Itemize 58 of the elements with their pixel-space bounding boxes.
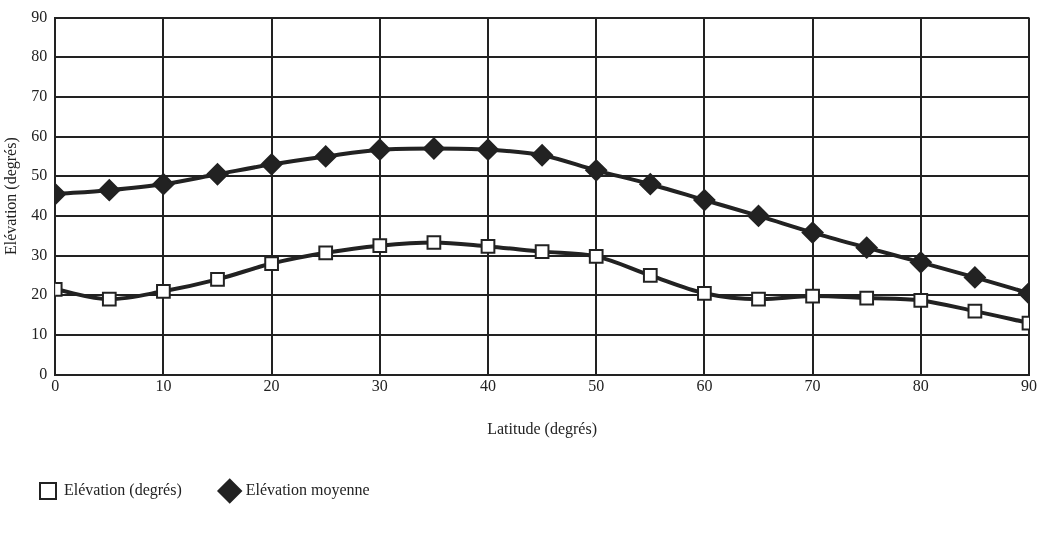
x-tick-label: 70 xyxy=(804,377,821,395)
point xyxy=(426,235,442,250)
y-tick-label: 60 xyxy=(31,126,48,144)
point xyxy=(152,173,175,196)
y-tick-label: 70 xyxy=(31,87,48,105)
y-tick-label: 90 xyxy=(31,7,48,25)
x-tick-label: 50 xyxy=(588,377,605,395)
legend-label: Elévation (degrés) xyxy=(64,481,182,500)
point xyxy=(368,138,391,161)
point xyxy=(751,291,766,307)
point xyxy=(531,144,554,167)
y-tick-label: 10 xyxy=(31,325,48,343)
x-tick-label: 40 xyxy=(480,377,496,395)
point xyxy=(156,283,171,299)
point xyxy=(642,268,658,283)
point xyxy=(264,256,279,271)
point xyxy=(913,293,929,308)
point xyxy=(859,290,875,306)
point xyxy=(318,245,334,261)
point xyxy=(480,239,496,254)
y-axis-title: Elévation (degrés) xyxy=(1,137,20,255)
point xyxy=(210,272,225,287)
point xyxy=(801,221,824,244)
point xyxy=(693,189,716,212)
legend-label: Elévation moyenne xyxy=(245,481,370,500)
point xyxy=(206,163,229,186)
x-axis-title: Latitude (degrés) xyxy=(487,419,597,438)
y-tick-label: 0 xyxy=(39,364,48,382)
point xyxy=(747,204,770,227)
point xyxy=(98,179,121,202)
point xyxy=(422,137,445,160)
point xyxy=(314,145,337,168)
point xyxy=(967,303,983,319)
point xyxy=(534,244,550,259)
point xyxy=(260,153,283,176)
y-tick-label: 50 xyxy=(31,166,48,184)
point xyxy=(101,291,117,307)
x-tick-label: 10 xyxy=(155,377,172,395)
x-tick-label: 80 xyxy=(912,377,929,395)
x-tick-label: 90 xyxy=(1021,377,1037,395)
point xyxy=(477,138,499,161)
point xyxy=(909,251,932,274)
y-tick-label: 80 xyxy=(31,47,48,65)
point xyxy=(372,238,388,254)
x-tick-label: 0 xyxy=(51,377,60,395)
point xyxy=(963,266,986,289)
x-tick-label: 60 xyxy=(696,377,713,395)
y-tick-label: 30 xyxy=(31,245,48,263)
point xyxy=(855,236,878,259)
point xyxy=(805,288,820,304)
point xyxy=(588,249,604,264)
point xyxy=(639,173,662,196)
x-tick-label: 20 xyxy=(263,377,280,395)
x-tick-label: 30 xyxy=(371,377,388,395)
y-tick-label: 20 xyxy=(31,285,48,303)
point xyxy=(585,159,608,182)
point xyxy=(697,285,712,301)
y-tick-label: 40 xyxy=(31,206,48,224)
